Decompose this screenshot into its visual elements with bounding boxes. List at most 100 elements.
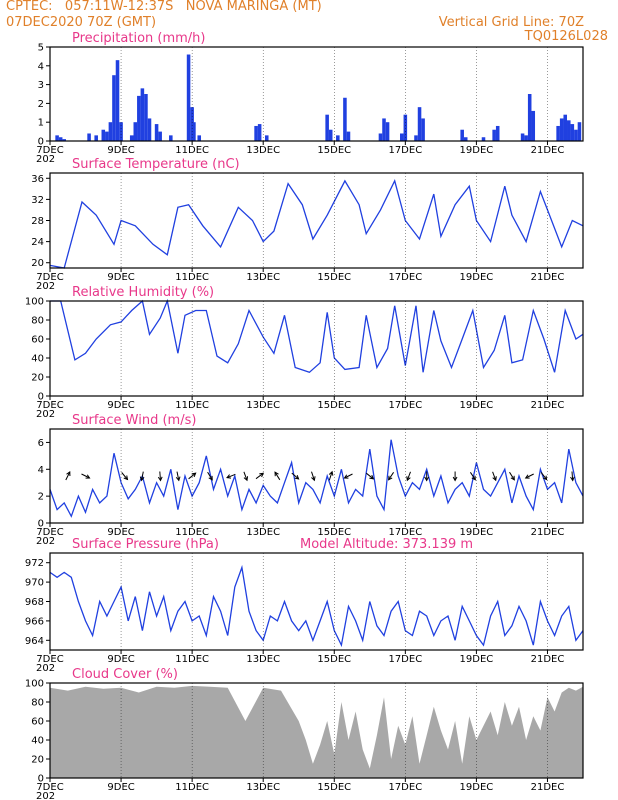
panel-frame	[49, 300, 584, 397]
x-tick-label: 13DEC	[246, 400, 280, 411]
y-tick-label: 32	[31, 195, 44, 206]
x-tick-label: 21DEC	[531, 782, 565, 793]
y-tick-label: 3	[38, 80, 44, 91]
wind-vector-arrowhead	[524, 474, 530, 479]
wind-vector-arrow	[274, 471, 281, 481]
panel-title: Surface Pressure (hPa)	[72, 537, 219, 552]
precip-bar	[257, 124, 262, 141]
y-tick-label: 966	[25, 616, 44, 627]
wind-vector-arrowhead	[175, 476, 181, 482]
panel-title: Surface Temperature (nC)	[72, 157, 240, 172]
y-tick-label: 20	[31, 258, 44, 269]
x-tick-label: 13DEC	[246, 272, 280, 283]
wind-vector-arrowhead	[343, 474, 349, 479]
precip-bar	[492, 129, 496, 141]
date-label: 07DEC2020 70Z (GMT)	[6, 15, 157, 30]
wind-vector-arrowhead	[294, 475, 300, 480]
precip-bar	[192, 122, 196, 141]
wind-vector-arrow	[344, 473, 353, 479]
wind-vector-arrowhead	[274, 471, 279, 477]
precip-bar	[403, 114, 408, 141]
precip-bar	[108, 122, 113, 141]
x-tick-label: 21DEC	[531, 527, 565, 538]
wind-vector-arrowhead	[452, 476, 458, 482]
x-tick-label: 17DEC	[388, 527, 422, 538]
x-tick-label: 7DEC	[36, 782, 63, 793]
precip-bar	[574, 129, 578, 141]
wind-vector-arrow	[255, 472, 264, 480]
wind-vector-arrow	[243, 471, 248, 481]
precip-bar	[62, 139, 66, 141]
precip-bar	[570, 124, 575, 141]
x-tick-label: 11DEC	[175, 782, 209, 793]
precip-bar	[129, 135, 134, 141]
y-tick-label: 60	[31, 717, 44, 728]
wind-vector-arrowhead	[157, 476, 163, 482]
x-year-label: 202	[36, 791, 55, 800]
precip-bar	[417, 107, 422, 141]
x-tick-label: 17DEC	[388, 145, 422, 156]
wind-vector-arrow	[469, 472, 476, 480]
precip-bar	[559, 118, 564, 141]
x-tick-label: 7DEC	[36, 527, 63, 538]
precip-bar	[87, 133, 91, 141]
precip-bar	[169, 135, 173, 141]
wind-vector-arrow	[406, 471, 411, 481]
precip-bar	[567, 120, 571, 141]
x-tick-label: 19DEC	[460, 272, 494, 283]
wind-vector-arrowhead	[492, 476, 497, 482]
x-tick-label: 11DEC	[175, 145, 209, 156]
precip-bar	[527, 94, 532, 141]
wind-vector-arrowhead	[85, 474, 91, 479]
panel-frame	[49, 428, 584, 524]
x-tick-label: 9DEC	[107, 527, 134, 538]
wind-vector-arrowhead	[208, 475, 213, 481]
x-year-label: 202	[36, 663, 55, 674]
wind-vector-arrowhead	[311, 476, 316, 482]
wind-vector-arrow	[188, 472, 196, 480]
wind-vector-arrowhead	[471, 475, 476, 481]
x-tick-label: 21DEC	[531, 654, 565, 665]
x-tick-label: 21DEC	[531, 272, 565, 283]
wind-vector-arrowhead	[406, 476, 411, 482]
precip-bar	[336, 135, 340, 141]
model-code-label: TQ0126L028	[524, 29, 608, 44]
precip-bar	[144, 94, 148, 141]
x-tick-label: 9DEC	[107, 782, 134, 793]
x-tick-label: 7DEC	[36, 654, 63, 665]
precip-bar	[481, 137, 486, 141]
wind-vector-arrow	[571, 471, 574, 481]
y-tick-label: 0	[38, 137, 44, 148]
precip-bar	[520, 133, 525, 141]
x-year-label: 202	[36, 536, 55, 547]
wind-vector-arrow	[176, 471, 180, 481]
wind-vector-arrow	[540, 472, 547, 480]
wind-vector-arrow	[388, 472, 395, 480]
y-tick-label: 2	[38, 492, 44, 503]
wind-vector-arrow	[141, 471, 144, 481]
panel-title: Cloud Cover (%)	[72, 667, 178, 682]
x-tick-label: 19DEC	[460, 782, 494, 793]
station-label: CPTEC: 057:11W-12:37S NOVA MARINGA (MT)	[6, 0, 322, 14]
chart-panel-5: 964 966 968 970 972 7DEC 9DEC 11DEC 13DEC 15DEC 17…	[25, 537, 584, 674]
y-tick-label: 4	[38, 465, 44, 476]
panel-frame	[49, 682, 584, 779]
precip-bar	[463, 137, 468, 141]
precip-bar	[154, 124, 159, 141]
precip-bar	[328, 129, 333, 141]
y-tick-label: 40	[31, 354, 44, 365]
panel-frame	[49, 46, 584, 142]
y-tick-label: 0	[38, 519, 44, 530]
x-tick-label: 13DEC	[246, 654, 280, 665]
y-tick-label: 6	[38, 438, 44, 449]
wind-vector-arrow	[525, 473, 534, 479]
wind-vector-arrow	[365, 472, 374, 480]
panel-title: Surface Wind (m/s)	[72, 413, 196, 428]
x-tick-label: 11DEC	[175, 654, 209, 665]
precip-bar	[147, 118, 152, 141]
y-tick-label: 40	[31, 736, 44, 747]
y-tick-label: 20	[31, 373, 44, 384]
x-tick-label: 17DEC	[388, 272, 422, 283]
precip-bar	[325, 114, 329, 141]
x-tick-label: 19DEC	[460, 400, 494, 411]
